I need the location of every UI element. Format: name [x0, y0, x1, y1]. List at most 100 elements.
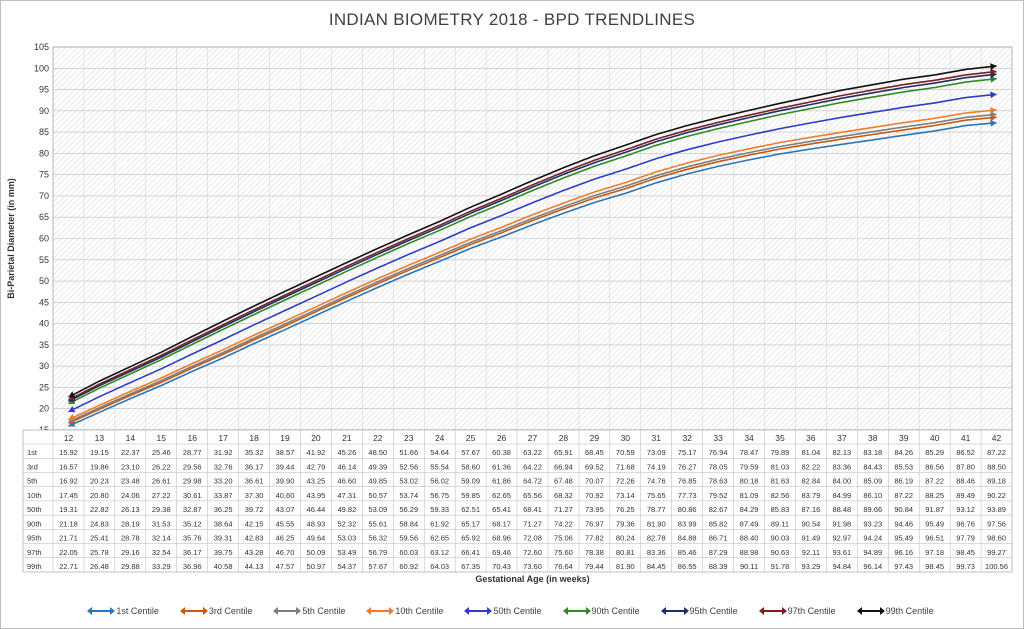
table-cell: 22.05	[59, 548, 78, 557]
legend-swatch	[366, 607, 395, 615]
table-cell: 75.60	[554, 548, 573, 557]
series-line-10th	[68, 109, 997, 421]
table-cell: 70.92	[585, 491, 604, 500]
table-cell: 99.73	[956, 562, 975, 571]
table-cell: 39.44	[276, 462, 295, 471]
x-tick-label: 33	[713, 433, 723, 443]
y-tick-label: 50	[39, 276, 49, 286]
series-line-95th	[68, 73, 997, 403]
table-cell: 43.25	[307, 477, 326, 486]
table-cell: 91.87	[925, 505, 944, 514]
table-cell: 62.51	[461, 505, 480, 514]
table-cell: 28.77	[183, 448, 202, 457]
table-cell: 65.56	[523, 491, 542, 500]
table-cell: 96.16	[894, 548, 913, 557]
table-cell: 94.24	[863, 534, 882, 543]
table-cell: 78.77	[647, 505, 666, 514]
table-cell: 68.96	[492, 534, 511, 543]
table-cell: 58.84	[399, 519, 418, 528]
table-cell: 60.92	[399, 562, 418, 571]
series-arrow-start-1st	[68, 420, 76, 427]
table-row-label: 3rd	[27, 462, 38, 471]
table-cell: 100.56	[985, 562, 1008, 571]
table-cell: 59.09	[461, 477, 480, 486]
table-cell: 90.54	[802, 519, 821, 528]
table-cell: 91.49	[802, 534, 821, 543]
table-cell: 46.60	[337, 477, 356, 486]
table-cell: 42.79	[307, 462, 326, 471]
table-cell: 51.66	[399, 448, 418, 457]
series-line-90th	[68, 77, 997, 405]
x-tick-label: 22	[373, 433, 383, 443]
table-cell: 21.71	[59, 534, 78, 543]
table-cell: 26.48	[90, 562, 109, 571]
table-cell: 83.36	[832, 462, 851, 471]
table-cell: 48.93	[307, 519, 326, 528]
table-cell: 85.83	[771, 505, 790, 514]
table-cell: 56.32	[368, 534, 387, 543]
legend-swatch	[179, 607, 208, 615]
table-cell: 81.90	[616, 562, 635, 571]
series-arrow-start-10th	[68, 413, 76, 421]
table-cell: 33.87	[214, 491, 233, 500]
table-cell: 69.46	[492, 548, 511, 557]
table-cell: 59.33	[430, 505, 449, 514]
table-cell: 61.86	[492, 477, 511, 486]
table-cell: 16.92	[59, 477, 78, 486]
table-cell: 86.71	[709, 534, 728, 543]
table-cell: 24.83	[90, 519, 109, 528]
legend-swatch	[87, 607, 116, 615]
table-cell: 68.17	[492, 519, 511, 528]
table-cell: 46.70	[276, 548, 295, 557]
table-cell: 36.61	[245, 477, 264, 486]
table-cell: 23.48	[121, 477, 140, 486]
table-cell: 80.18	[740, 477, 759, 486]
table-cell: 64.03	[430, 562, 449, 571]
table-cell: 20.23	[90, 477, 109, 486]
table-cell: 28.19	[121, 519, 140, 528]
table-cell: 25.46	[152, 448, 171, 457]
table-cell: 70.43	[492, 562, 511, 571]
table-cell: 49.64	[307, 534, 326, 543]
table-cell: 81.09	[740, 491, 759, 500]
table-cell: 67.35	[461, 562, 480, 571]
table-cell: 73.95	[585, 505, 604, 514]
series-line-5th	[68, 113, 997, 423]
table-cell: 76.97	[585, 519, 604, 528]
table-cell: 84.45	[647, 562, 666, 571]
table-cell: 80.81	[616, 548, 635, 557]
table-cell: 29.56	[183, 462, 202, 471]
table-cell: 77.82	[585, 534, 604, 543]
table-cell: 63.22	[523, 448, 542, 457]
table-cell: 85.46	[678, 548, 697, 557]
y-tick-label: 40	[39, 319, 49, 329]
table-cell: 61.36	[492, 462, 511, 471]
table-cell: 66.94	[554, 462, 573, 471]
table-cell: 81.90	[647, 519, 666, 528]
table-cell: 76.94	[709, 448, 728, 457]
table-row-label: 99th	[27, 562, 42, 571]
x-tick-label: 27	[528, 433, 538, 443]
table-cell: 97.18	[925, 548, 944, 557]
table-cell: 39.72	[245, 505, 264, 514]
table-cell: 84.88	[678, 534, 697, 543]
table-cell: 43.28	[245, 548, 264, 557]
table-cell: 82.13	[832, 448, 851, 457]
table-cell: 26.22	[152, 462, 171, 471]
legend-label: 90th Centile	[591, 606, 640, 616]
table-cell: 58.60	[461, 462, 480, 471]
legend-label: 3rd Centile	[208, 606, 253, 616]
table-cell: 53.49	[337, 548, 356, 557]
table-cell: 86.19	[894, 477, 913, 486]
table-cell: 68.32	[554, 491, 573, 500]
y-tick-label: 25	[39, 382, 49, 392]
table-cell: 60.03	[399, 548, 418, 557]
x-tick-label: 26	[497, 433, 507, 443]
y-tick-label: 65	[39, 212, 49, 222]
table-cell: 44.13	[245, 562, 264, 571]
x-tick-label: 40	[930, 433, 940, 443]
table-cell: 21.18	[59, 519, 78, 528]
table-cell: 79.89	[771, 448, 790, 457]
table-cell: 74.22	[554, 519, 573, 528]
table-cell: 98.45	[925, 562, 944, 571]
